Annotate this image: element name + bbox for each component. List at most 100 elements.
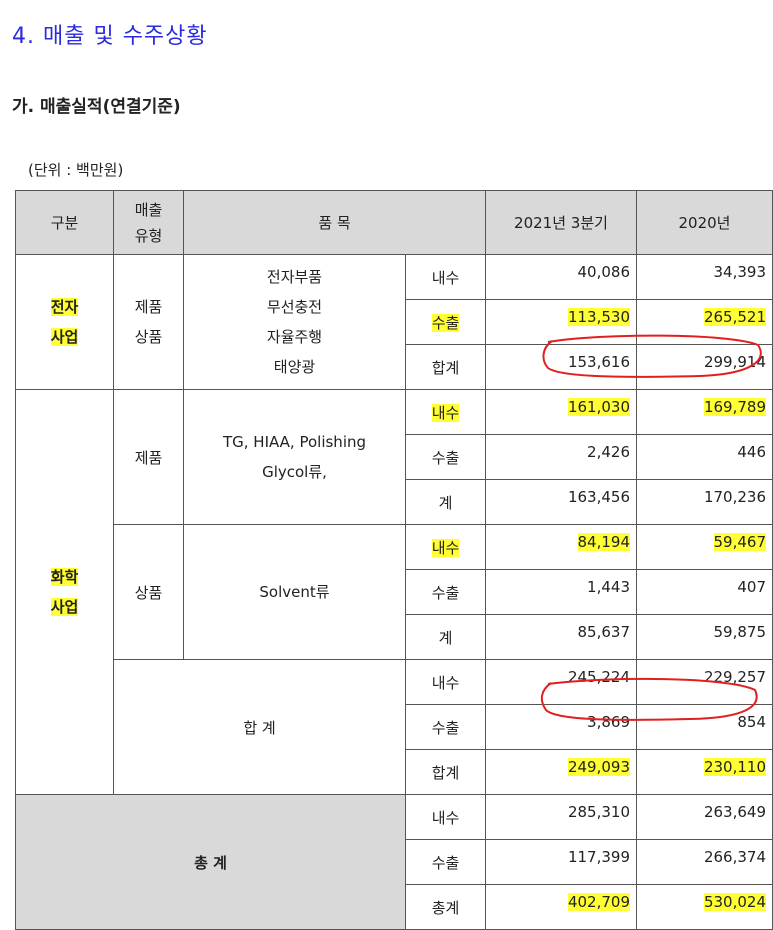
value-text: 163,456: [567, 488, 630, 506]
value-text: 402,709: [567, 893, 630, 911]
value-text: 299,914: [703, 353, 766, 371]
cell-line: 무선충전: [266, 298, 323, 316]
table-row: 계 163,456 170,236: [16, 479, 773, 525]
segment-cell: 화학 사업: [15, 389, 114, 795]
kind-cell: 수출: [405, 434, 486, 480]
value-cell: 229,257: [636, 659, 773, 705]
table-row: 화학 사업 제품 TG, HIAA, Polishing Glycol류, 내수 161,0…: [15, 389, 773, 795]
kind-cell: 합계: [405, 344, 486, 390]
value-cell: 2,426: [485, 434, 637, 480]
kind-text: 계: [438, 493, 453, 512]
value-text: 59,875: [713, 623, 767, 641]
kind-text: 수출: [431, 448, 460, 467]
cell-line: TG, HIAA, Polishing: [222, 433, 367, 451]
kind-text: 수출: [431, 853, 460, 872]
header-cell: 2021년 3분기: [485, 190, 637, 255]
header-cell: 구분: [15, 190, 114, 255]
value-text: 407: [737, 578, 766, 596]
value-cell: 402,709: [485, 884, 637, 930]
cell-line: 총 계: [194, 853, 227, 872]
cell-line: Glycol류,: [262, 463, 327, 481]
header-cell: 품 목: [183, 190, 486, 255]
items-cell: TG, HIAA, Polishing Glycol류,: [183, 389, 406, 525]
value-text: 84,194: [577, 533, 630, 551]
value-cell: 85,637: [485, 614, 637, 660]
value-cell: 117,399: [485, 839, 637, 885]
kind-cell: 총계: [405, 884, 486, 930]
kind-cell: 내수: [405, 524, 486, 570]
kind-cell: 수출: [405, 569, 486, 615]
section-title: 4. 매출 및 수주상황: [12, 24, 208, 49]
value-cell: 170,236: [636, 479, 773, 525]
kind-text: 총계: [431, 898, 460, 917]
value-cell: 40,086: [485, 254, 637, 300]
kind-cell: 계: [405, 479, 486, 525]
value-text: 40,086: [577, 263, 631, 281]
type-cell: 상품: [113, 524, 184, 660]
value-text: 59,467: [713, 533, 766, 551]
value-text: 285,310: [567, 803, 630, 821]
value-cell: 59,467: [636, 524, 773, 570]
kind-text: 수출: [431, 583, 460, 602]
value-text: 3,869: [587, 713, 630, 731]
kind-text: 내수: [431, 268, 460, 287]
kind-text: 내수: [431, 538, 460, 557]
value-cell: 1,443: [485, 569, 637, 615]
table-row: 전자 사업 제품 상품 전자부품 무선충전 자율주행 태양광 내수 40,086 34,393: [15, 254, 773, 390]
value-text: 854: [737, 713, 766, 731]
value-text: 229,257: [703, 668, 766, 686]
value-cell: 249,093: [485, 749, 637, 795]
type-cell: 제품: [113, 389, 184, 525]
value-cell: 163,456: [485, 479, 637, 525]
value-cell: 84,194: [485, 524, 637, 570]
kind-cell: 내수: [405, 389, 486, 435]
value-text: 169,789: [703, 398, 766, 416]
total-label-cell: 총 계: [15, 794, 406, 930]
value-text: 113,530: [567, 308, 630, 326]
value-text: 85,637: [577, 623, 631, 641]
subtotal-label-cell: 합 계: [113, 659, 406, 795]
value-cell: 169,789: [636, 389, 773, 435]
value-text: 263,649: [703, 803, 766, 821]
value-text: 530,024: [703, 893, 766, 911]
value-text: 117,399: [567, 848, 630, 866]
cell-line: 제품: [134, 448, 163, 467]
table-row: 계 85,637 59,875: [16, 614, 773, 660]
value-cell: 299,914: [636, 344, 773, 390]
value-cell: 113,530: [485, 299, 637, 345]
value-text: 1,443: [587, 578, 630, 596]
cell-line: Solvent류: [259, 583, 330, 601]
value-cell: 530,024: [636, 884, 773, 930]
kind-text: 내수: [431, 403, 460, 422]
value-cell: 446: [636, 434, 773, 480]
kind-cell: 합계: [405, 749, 486, 795]
header-cell: 매출 유형: [113, 190, 184, 255]
value-cell: 161,030: [485, 389, 637, 435]
kind-text: 내수: [431, 673, 460, 692]
cell-line: 합 계: [243, 718, 276, 737]
cell-line: 상품: [134, 328, 163, 346]
table-row: 수출 2,426 446: [16, 434, 773, 480]
type-cell: 제품 상품: [113, 254, 184, 390]
kind-cell: 내수: [405, 794, 486, 840]
page: 4. 매출 및 수주상황 가. 매출실적(연결기준) (단위 : 백만원) 구분…: [12, 24, 773, 930]
kind-cell: 계: [405, 614, 486, 660]
value-text: 446: [737, 443, 766, 461]
cell-line: 전자: [50, 298, 79, 316]
segment-cell: 전자 사업: [15, 254, 114, 390]
kind-cell: 내수: [405, 254, 486, 300]
kind-cell: 내수: [405, 659, 486, 705]
value-cell: 266,374: [636, 839, 773, 885]
value-text: 245,224: [567, 668, 630, 686]
value-text: 34,393: [713, 263, 767, 281]
cell-line: 태양광: [273, 358, 316, 376]
kind-text: 수출: [431, 718, 460, 737]
value-text: 266,374: [703, 848, 766, 866]
value-text: 170,236: [703, 488, 766, 506]
kind-text: 합계: [431, 763, 460, 782]
value-cell: 230,110: [636, 749, 773, 795]
table-row: 수출 1,443 407: [16, 569, 773, 615]
value-text: 153,616: [567, 353, 630, 371]
value-cell: 153,616: [485, 344, 637, 390]
table-row: 총 계 내수 285,310 263,649: [15, 794, 773, 930]
